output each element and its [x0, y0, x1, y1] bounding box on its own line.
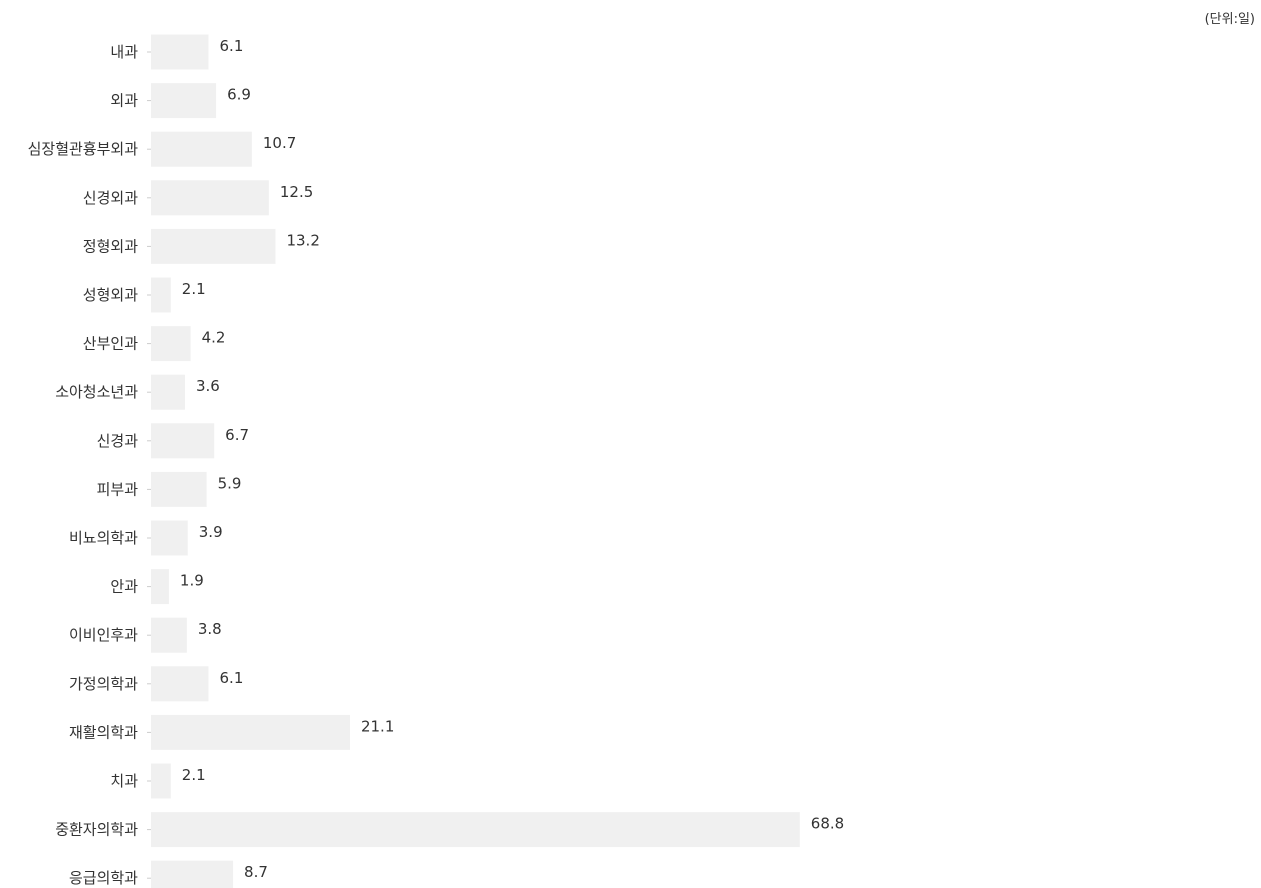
value-label: 6.1 — [220, 669, 244, 687]
category-label: 가정의학과 — [69, 675, 138, 693]
category-label: 심장혈관흉부외과 — [28, 140, 139, 158]
category-label: 외과 — [110, 92, 138, 110]
category-label: 정형외과 — [83, 237, 138, 255]
value-label: 21.1 — [361, 717, 394, 735]
value-label: 2.1 — [182, 766, 206, 784]
bar — [151, 714, 350, 750]
category-label: 재활의학과 — [69, 723, 138, 741]
value-label: 3.8 — [198, 620, 222, 638]
category-label: 안과 — [110, 578, 138, 596]
bar — [151, 131, 252, 167]
bar — [151, 569, 169, 605]
value-label: 13.2 — [286, 231, 319, 249]
bar — [151, 180, 269, 216]
value-label: 10.7 — [263, 134, 296, 152]
category-label: 성형외과 — [83, 286, 138, 304]
category-label: 치과 — [110, 772, 138, 790]
category-label: 내과 — [110, 43, 138, 61]
category-label: 산부인과 — [83, 335, 138, 353]
bar — [151, 860, 234, 888]
value-label: 6.7 — [225, 426, 249, 444]
value-label: 68.8 — [811, 815, 844, 833]
value-label: 6.1 — [220, 37, 244, 55]
bar — [151, 423, 215, 459]
bar — [151, 520, 188, 556]
category-label: 비뇨의학과 — [69, 529, 138, 547]
unit-label: (단위:일) — [1204, 12, 1255, 27]
bar — [151, 374, 185, 410]
value-label: 4.2 — [202, 329, 226, 347]
value-label: 1.9 — [180, 572, 204, 590]
value-label: 2.1 — [182, 280, 206, 298]
category-label: 중환자의학과 — [55, 821, 138, 839]
bar — [151, 617, 187, 653]
category-label: 소아청소년과 — [55, 383, 138, 401]
value-label: 3.6 — [196, 377, 220, 395]
value-label: 12.5 — [280, 183, 313, 201]
value-label: 5.9 — [218, 474, 242, 492]
value-label: 3.9 — [199, 523, 223, 541]
bar — [151, 277, 171, 313]
bar — [151, 666, 209, 702]
category-label: 신경과 — [97, 432, 139, 450]
category-label: 이비인후과 — [69, 626, 138, 644]
bar — [151, 763, 171, 799]
bar — [151, 228, 276, 264]
value-label: 8.7 — [244, 863, 268, 881]
bar — [151, 471, 207, 507]
value-label: 6.9 — [227, 86, 251, 104]
bar — [151, 812, 800, 848]
category-label: 신경외과 — [83, 189, 138, 207]
bar — [151, 326, 191, 362]
category-label: 피부과 — [97, 480, 139, 498]
category-label: 응급의학과 — [69, 869, 138, 887]
bar — [151, 34, 209, 70]
bar — [151, 83, 217, 119]
